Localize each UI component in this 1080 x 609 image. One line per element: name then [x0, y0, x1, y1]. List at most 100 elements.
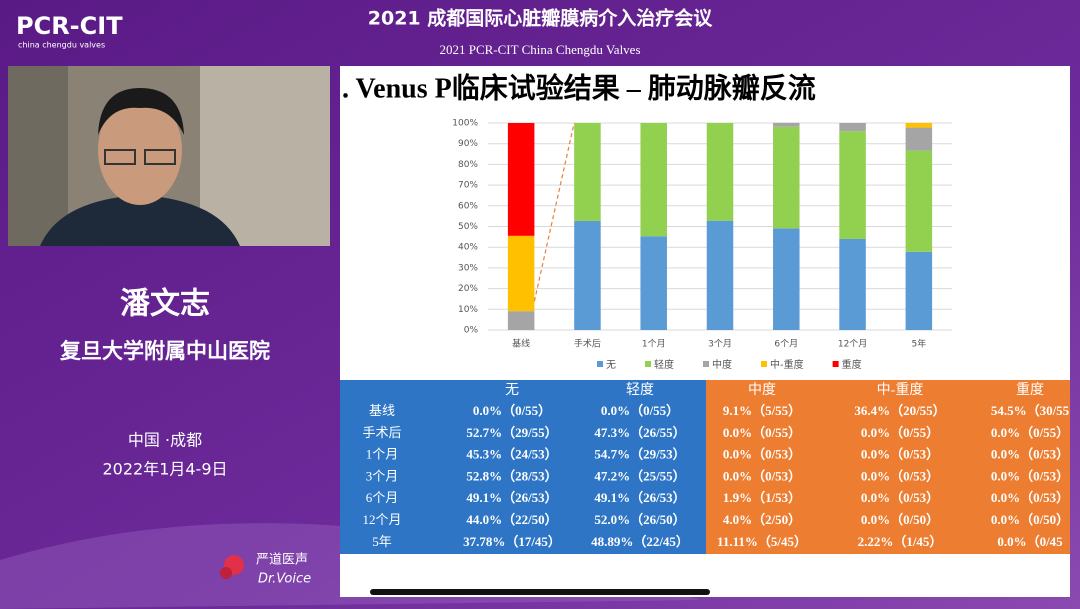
- legend-label: 轻度: [654, 358, 674, 371]
- x-tick-label: 5年: [911, 338, 926, 350]
- table-bg-blue: [340, 380, 706, 554]
- slide-title: . Venus P临床试验结果 – 肺动脉瓣反流: [342, 71, 816, 104]
- table-cell: 0.0%（0/55）: [473, 403, 551, 418]
- table-cell: 54.5%（30/55: [991, 403, 1070, 418]
- table-header: 中-重度: [877, 382, 924, 398]
- legend-swatch: [761, 361, 767, 367]
- table-cell: 0.0%（0/53）: [861, 490, 939, 505]
- row-label: 手术后: [362, 425, 401, 440]
- table-cell: 0.0%（0/53）: [861, 447, 939, 462]
- watermark-icon: [220, 567, 232, 579]
- table-header: 无: [505, 383, 519, 398]
- legend-label: 重度: [842, 358, 862, 371]
- row-label: 12个月: [362, 512, 401, 527]
- slide: . Venus P临床试验结果 – 肺动脉瓣反流 0% 10% 20% 30% 40% 5…: [340, 66, 1070, 597]
- y-tick-label: 90%: [458, 139, 478, 149]
- table-cell: 1.9%（1/53）: [723, 490, 801, 505]
- x-tick-label: 基线: [512, 338, 530, 350]
- table-header: 中度: [748, 382, 776, 398]
- legend-label: 中-重度: [770, 358, 804, 371]
- conference-subtitle: 2021 PCR-CIT China Chengdu Valves: [439, 42, 640, 57]
- table-cell: 47.2%（25/55）: [594, 468, 685, 483]
- bar-segment: [905, 127, 933, 151]
- table-cell: 52.8%（28/53）: [466, 468, 557, 483]
- speaker-name: 潘文志: [120, 287, 210, 322]
- y-tick-label: 100%: [452, 119, 478, 129]
- row-label: 6个月: [366, 490, 399, 505]
- bar-segment: [773, 122, 800, 127]
- connector: [533, 122, 575, 302]
- speaker-video: [8, 66, 330, 246]
- table-cell: 44.0%（22/50）: [466, 512, 557, 527]
- bar-segment: [773, 228, 800, 330]
- logo: PCR-CIT: [16, 12, 123, 40]
- row-label: 1个月: [366, 447, 399, 462]
- conference-title: 2021 成都国际心脏瓣膜病介入治疗会议: [368, 7, 713, 30]
- table-cell: 0.0%（0/53）: [991, 447, 1069, 462]
- row-label: 5年: [372, 534, 392, 549]
- table-cell: 11.11%（5/45）: [717, 534, 807, 549]
- table-cell: 37.78%（17/45）: [463, 534, 561, 549]
- table-cell: 0.0%（0/53）: [723, 468, 801, 483]
- row-label: 基线: [369, 403, 395, 418]
- bar-segment: [839, 238, 866, 330]
- bar-segment: [640, 236, 667, 330]
- y-tick-label: 40%: [458, 243, 478, 253]
- table-cell: 0.0%（0/50）: [861, 512, 939, 527]
- legend-swatch: [832, 361, 839, 367]
- table-cell: 0.0%（0/55）: [991, 425, 1069, 440]
- table-cell: 36.4%（20/55）: [854, 403, 945, 418]
- table-cell: 0.0%（0/53）: [991, 490, 1069, 505]
- y-tick-label: 70%: [458, 181, 478, 191]
- bar-segment: [574, 220, 601, 330]
- logo-sub: china chengdu valves: [18, 41, 105, 50]
- y-tick-label: 60%: [458, 201, 478, 211]
- bar-segment: [773, 126, 800, 229]
- table-cell: 0.0%（0/53）: [991, 468, 1069, 483]
- x-tick-label: 12个月: [838, 339, 867, 350]
- bar-segment: [706, 220, 734, 330]
- legend-swatch: [645, 361, 651, 367]
- table-cell: 0.0%（0/53）: [861, 468, 939, 483]
- speaker-affiliation: 复旦大学附属中山医院: [59, 339, 270, 363]
- table-cell: 0.0%（0/55）: [601, 403, 679, 418]
- table-header: 轻度: [626, 382, 654, 398]
- table-cell: 0.0%（0/50）: [991, 512, 1069, 527]
- bar-segment: [574, 123, 601, 221]
- table-header: 重度: [1016, 382, 1044, 398]
- watermark-en: Dr.Voice: [258, 572, 311, 587]
- legend-label: 无: [606, 360, 616, 371]
- table-cell: 9.1%（5/55）: [723, 403, 801, 418]
- x-tick-label: 6个月: [774, 339, 798, 350]
- y-tick-label: 20%: [458, 284, 478, 294]
- bar-segment: [507, 311, 535, 330]
- y-tick-label: 50%: [458, 222, 478, 232]
- bar-segment: [839, 131, 866, 239]
- bar-segment: [507, 235, 535, 312]
- scrollbar: [370, 589, 710, 595]
- legend-swatch: [703, 361, 709, 367]
- location: 中国 ·成都: [128, 431, 202, 450]
- x-tick-label: 手术后: [574, 338, 601, 350]
- bar-segment: [839, 123, 866, 132]
- y-tick-label: 30%: [458, 263, 478, 273]
- table-cell: 48.89%（22/45）: [591, 534, 689, 549]
- bar-segment: [640, 123, 667, 237]
- bar-segment: [905, 150, 933, 252]
- x-tick-label: 1个月: [642, 339, 666, 350]
- table-cell: 0.0%（0/45: [997, 534, 1063, 549]
- table-cell: 49.1%（26/53）: [594, 490, 685, 505]
- y-tick-label: 80%: [458, 160, 478, 170]
- y-tick-label: 0%: [464, 326, 479, 336]
- table-cell: 54.7%（29/53）: [594, 447, 685, 462]
- legend-label: 中度: [712, 358, 732, 371]
- bar-segment: [507, 123, 535, 236]
- bar-segment: [905, 251, 933, 330]
- table-cell: 45.3%（24/53）: [466, 447, 557, 462]
- table-cell: 0.0%（0/55）: [723, 425, 801, 440]
- table-cell: 47.3%（26/55）: [594, 425, 685, 440]
- row-label: 3个月: [366, 468, 399, 483]
- table-cell: 0.0%（0/55）: [861, 425, 939, 440]
- x-tick-label: 3个月: [708, 339, 732, 350]
